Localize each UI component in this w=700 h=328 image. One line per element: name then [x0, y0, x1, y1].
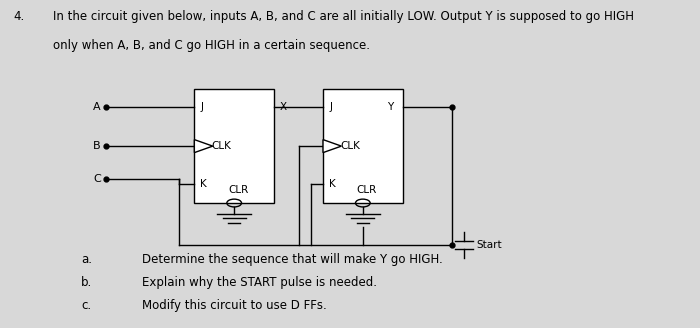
- Text: only when A, B, and C go HIGH in a certain sequence.: only when A, B, and C go HIGH in a certa…: [53, 39, 370, 52]
- Text: CLK: CLK: [340, 141, 360, 151]
- Bar: [323, 89, 402, 203]
- Text: Determine the sequence that will make Y go HIGH.: Determine the sequence that will make Y …: [142, 254, 443, 266]
- Bar: [195, 89, 274, 203]
- Text: CLR: CLR: [357, 185, 377, 195]
- Text: J: J: [329, 102, 332, 112]
- Text: Modify this circuit to use D FFs.: Modify this circuit to use D FFs.: [142, 299, 327, 312]
- Text: C: C: [93, 174, 101, 184]
- Text: B: B: [93, 141, 101, 151]
- Text: 4.: 4.: [13, 10, 25, 23]
- Text: a.: a.: [81, 254, 92, 266]
- Text: K: K: [200, 178, 207, 189]
- Text: CLR: CLR: [228, 185, 248, 195]
- Text: J: J: [200, 102, 204, 112]
- Text: Y: Y: [387, 102, 393, 112]
- Polygon shape: [195, 140, 213, 153]
- Text: c.: c.: [81, 299, 91, 312]
- Text: In the circuit given below, inputs A, B, and C are all initially LOW. Output Y i: In the circuit given below, inputs A, B,…: [53, 10, 634, 23]
- Text: X: X: [280, 102, 287, 112]
- Text: K: K: [329, 178, 336, 189]
- Text: CLK: CLK: [211, 141, 232, 151]
- Text: Explain why the START pulse is needed.: Explain why the START pulse is needed.: [142, 276, 377, 289]
- Text: A: A: [93, 102, 101, 112]
- Polygon shape: [323, 140, 342, 153]
- Text: b.: b.: [81, 276, 92, 289]
- Text: Start: Start: [476, 240, 502, 250]
